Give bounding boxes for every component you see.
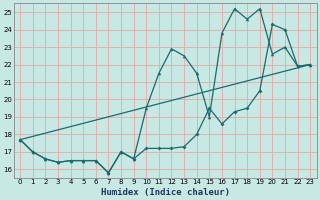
X-axis label: Humidex (Indice chaleur): Humidex (Indice chaleur) [101, 188, 230, 197]
